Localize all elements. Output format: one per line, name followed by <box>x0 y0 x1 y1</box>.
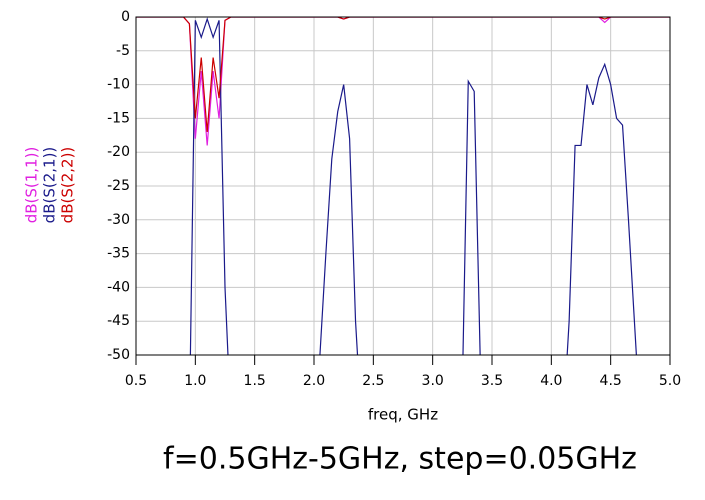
caption: f=0.5GHz-5GHz, step=0.05GHz <box>163 442 637 477</box>
legend-entry: dB(S(1,1)) <box>23 147 41 224</box>
x-tick-label: 2.5 <box>362 373 384 389</box>
x-axis-label: freq, GHz <box>368 406 438 424</box>
plot-frame <box>135 16 671 356</box>
y-tick-label: 0 <box>121 9 130 25</box>
y-tick-label: -15 <box>107 110 130 126</box>
x-tick-label: 1.0 <box>184 373 206 389</box>
y-tick-label: -45 <box>107 313 130 329</box>
legend-entry: dB(S(2,1)) <box>41 147 59 224</box>
x-tick-label: 3.0 <box>422 373 444 389</box>
y-tick-label: -10 <box>107 77 130 93</box>
x-tick-label: 0.5 <box>125 373 147 389</box>
x-tick-label: 5.0 <box>659 373 681 389</box>
y-tick-label: -25 <box>107 178 130 194</box>
series-line <box>136 17 670 132</box>
y-tick-label: -40 <box>107 279 130 295</box>
plot-area <box>136 17 670 355</box>
x-tick-label: 3.5 <box>481 373 503 389</box>
x-tick-label: 1.5 <box>244 373 266 389</box>
y-tick-label: -5 <box>116 43 130 59</box>
x-tick-label: 4.0 <box>540 373 562 389</box>
legend-entry: dB(S(2,2)) <box>59 147 77 224</box>
y-tick-label: -50 <box>107 347 130 363</box>
y-tick-label: -30 <box>107 212 130 228</box>
x-tick-label: 4.5 <box>600 373 622 389</box>
y-tick-label: -20 <box>107 144 130 160</box>
y-tick-label: -35 <box>107 246 130 262</box>
x-tick-label: 2.0 <box>303 373 325 389</box>
series-line <box>189 17 637 355</box>
grid <box>135 16 671 356</box>
